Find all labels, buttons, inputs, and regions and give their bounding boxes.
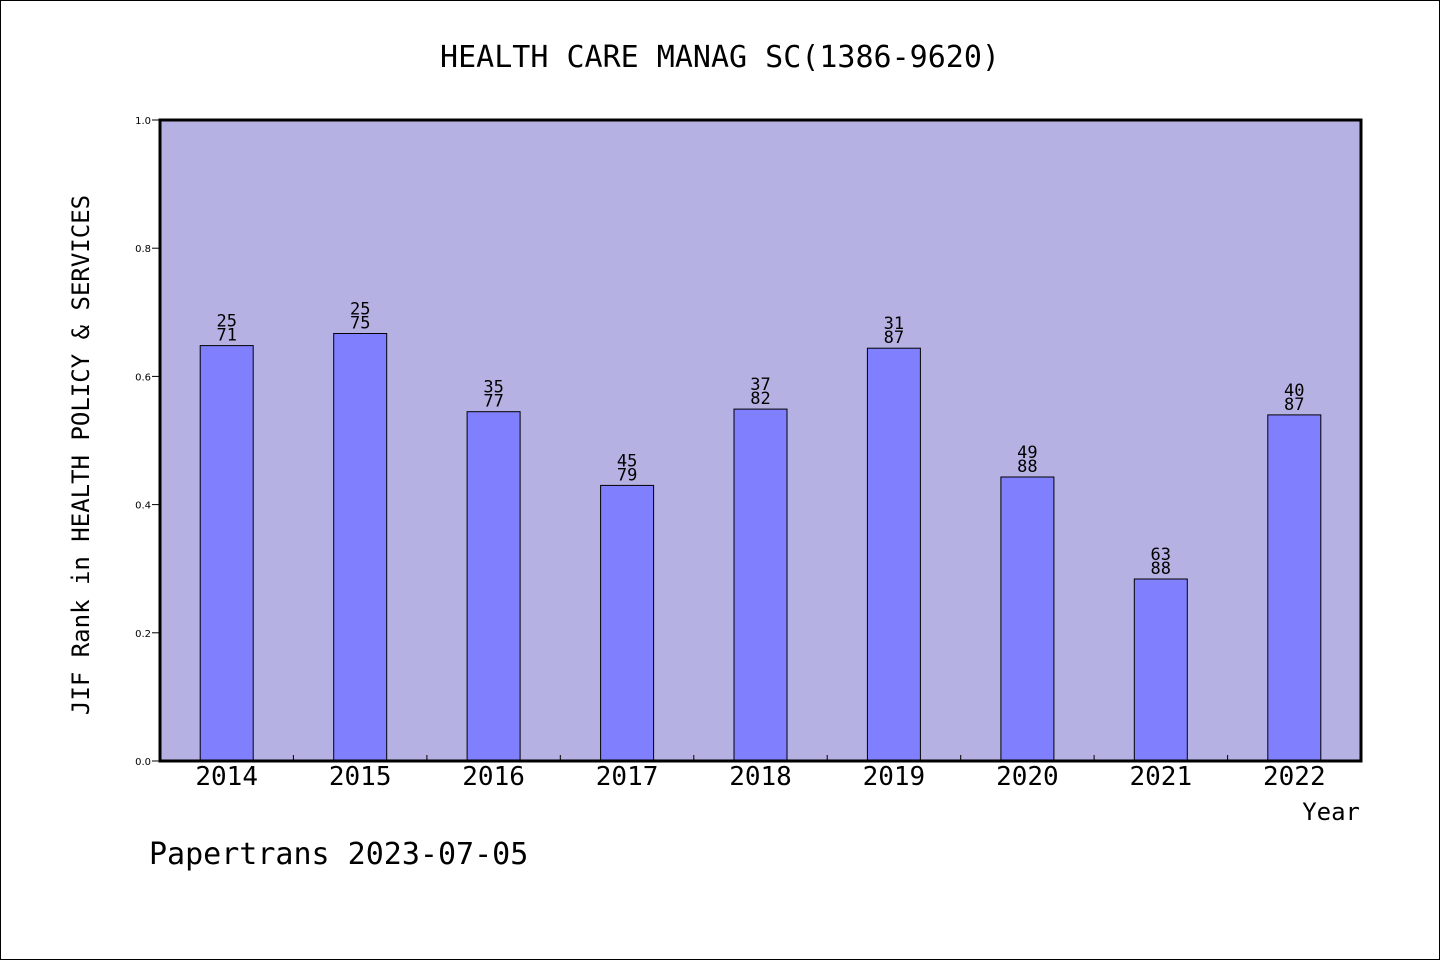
bar-2021 xyxy=(1133,578,1188,762)
bar-2022 xyxy=(1267,414,1322,762)
x-tick-label-2017: 2017 xyxy=(596,762,659,792)
bar-label-rank-2018: 37 xyxy=(750,375,770,395)
bar-label-total-2020: 88 xyxy=(1017,457,1037,477)
x-axis-label: Year xyxy=(1302,798,1360,826)
bar-label-total-2021: 88 xyxy=(1151,559,1171,579)
bar-2014 xyxy=(199,345,254,762)
bar-label-rank-2014: 25 xyxy=(216,312,236,332)
x-tick-label-2015: 2015 xyxy=(329,762,392,792)
bar-2020 xyxy=(1000,476,1055,762)
y-tick-label-1.0: 1.0 xyxy=(135,116,151,127)
y-axis: 0.0 0.2 0.4 0.6 0.8 1.0 xyxy=(135,116,160,768)
bar-label-total-2016: 77 xyxy=(483,392,503,412)
x-tick-label-2019: 2019 xyxy=(863,762,926,792)
plot-border xyxy=(158,118,1363,763)
bar-label-total-2015: 75 xyxy=(350,314,370,334)
y-axis-label: JIF Rank in HEALTH POLICY & SERVICES xyxy=(67,195,95,715)
y-tick-label-0.8: 0.8 xyxy=(135,244,151,255)
x-tick-label-2020: 2020 xyxy=(996,762,1059,792)
y-tick-label-0.2: 0.2 xyxy=(135,629,151,640)
bar-2017 xyxy=(600,484,655,762)
x-tick-label-2021: 2021 xyxy=(1129,762,1192,792)
bar-group xyxy=(199,333,1322,762)
bar-2015 xyxy=(333,333,388,762)
y-tick-label-0.4: 0.4 xyxy=(135,501,151,512)
bar-label-rank-2015: 25 xyxy=(350,300,370,320)
bar-label-total-2017: 79 xyxy=(617,465,637,485)
bar-label-total-2019: 87 xyxy=(884,328,904,348)
x-tick-label-2014: 2014 xyxy=(195,762,258,792)
x-tick-label-2016: 2016 xyxy=(462,762,525,792)
bar-label-total-2018: 82 xyxy=(750,389,770,409)
bar-label-rank-2016: 35 xyxy=(483,378,503,398)
x-tick-label-2018: 2018 xyxy=(729,762,792,792)
bar-label-rank-2017: 45 xyxy=(617,451,637,471)
bar-label-rank-2022: 40 xyxy=(1284,381,1304,401)
bar-label-rank-2020: 49 xyxy=(1017,443,1037,463)
bar-label-total-2014: 71 xyxy=(216,326,236,346)
bar-2019 xyxy=(866,347,921,762)
footer-credit: Papertrans 2023-07-05 xyxy=(149,837,528,872)
bar-label-rank-2021: 63 xyxy=(1151,545,1171,565)
chart-title: HEALTH CARE MANAG SC(1386-9620) xyxy=(440,40,1000,75)
x-axis: 2014 2015 2016 2017 2018 2019 2020 2021 2022 xyxy=(195,755,1326,792)
bar-label-rank-2019: 31 xyxy=(884,314,904,334)
bar-label-total-2022: 87 xyxy=(1284,395,1304,415)
x-tick-label-2022: 2022 xyxy=(1263,762,1326,792)
bar-2018 xyxy=(733,408,788,762)
y-tick-label-0.6: 0.6 xyxy=(135,372,151,383)
y-tick-label-0.0: 0.0 xyxy=(135,757,151,768)
bar-2016 xyxy=(466,411,521,762)
